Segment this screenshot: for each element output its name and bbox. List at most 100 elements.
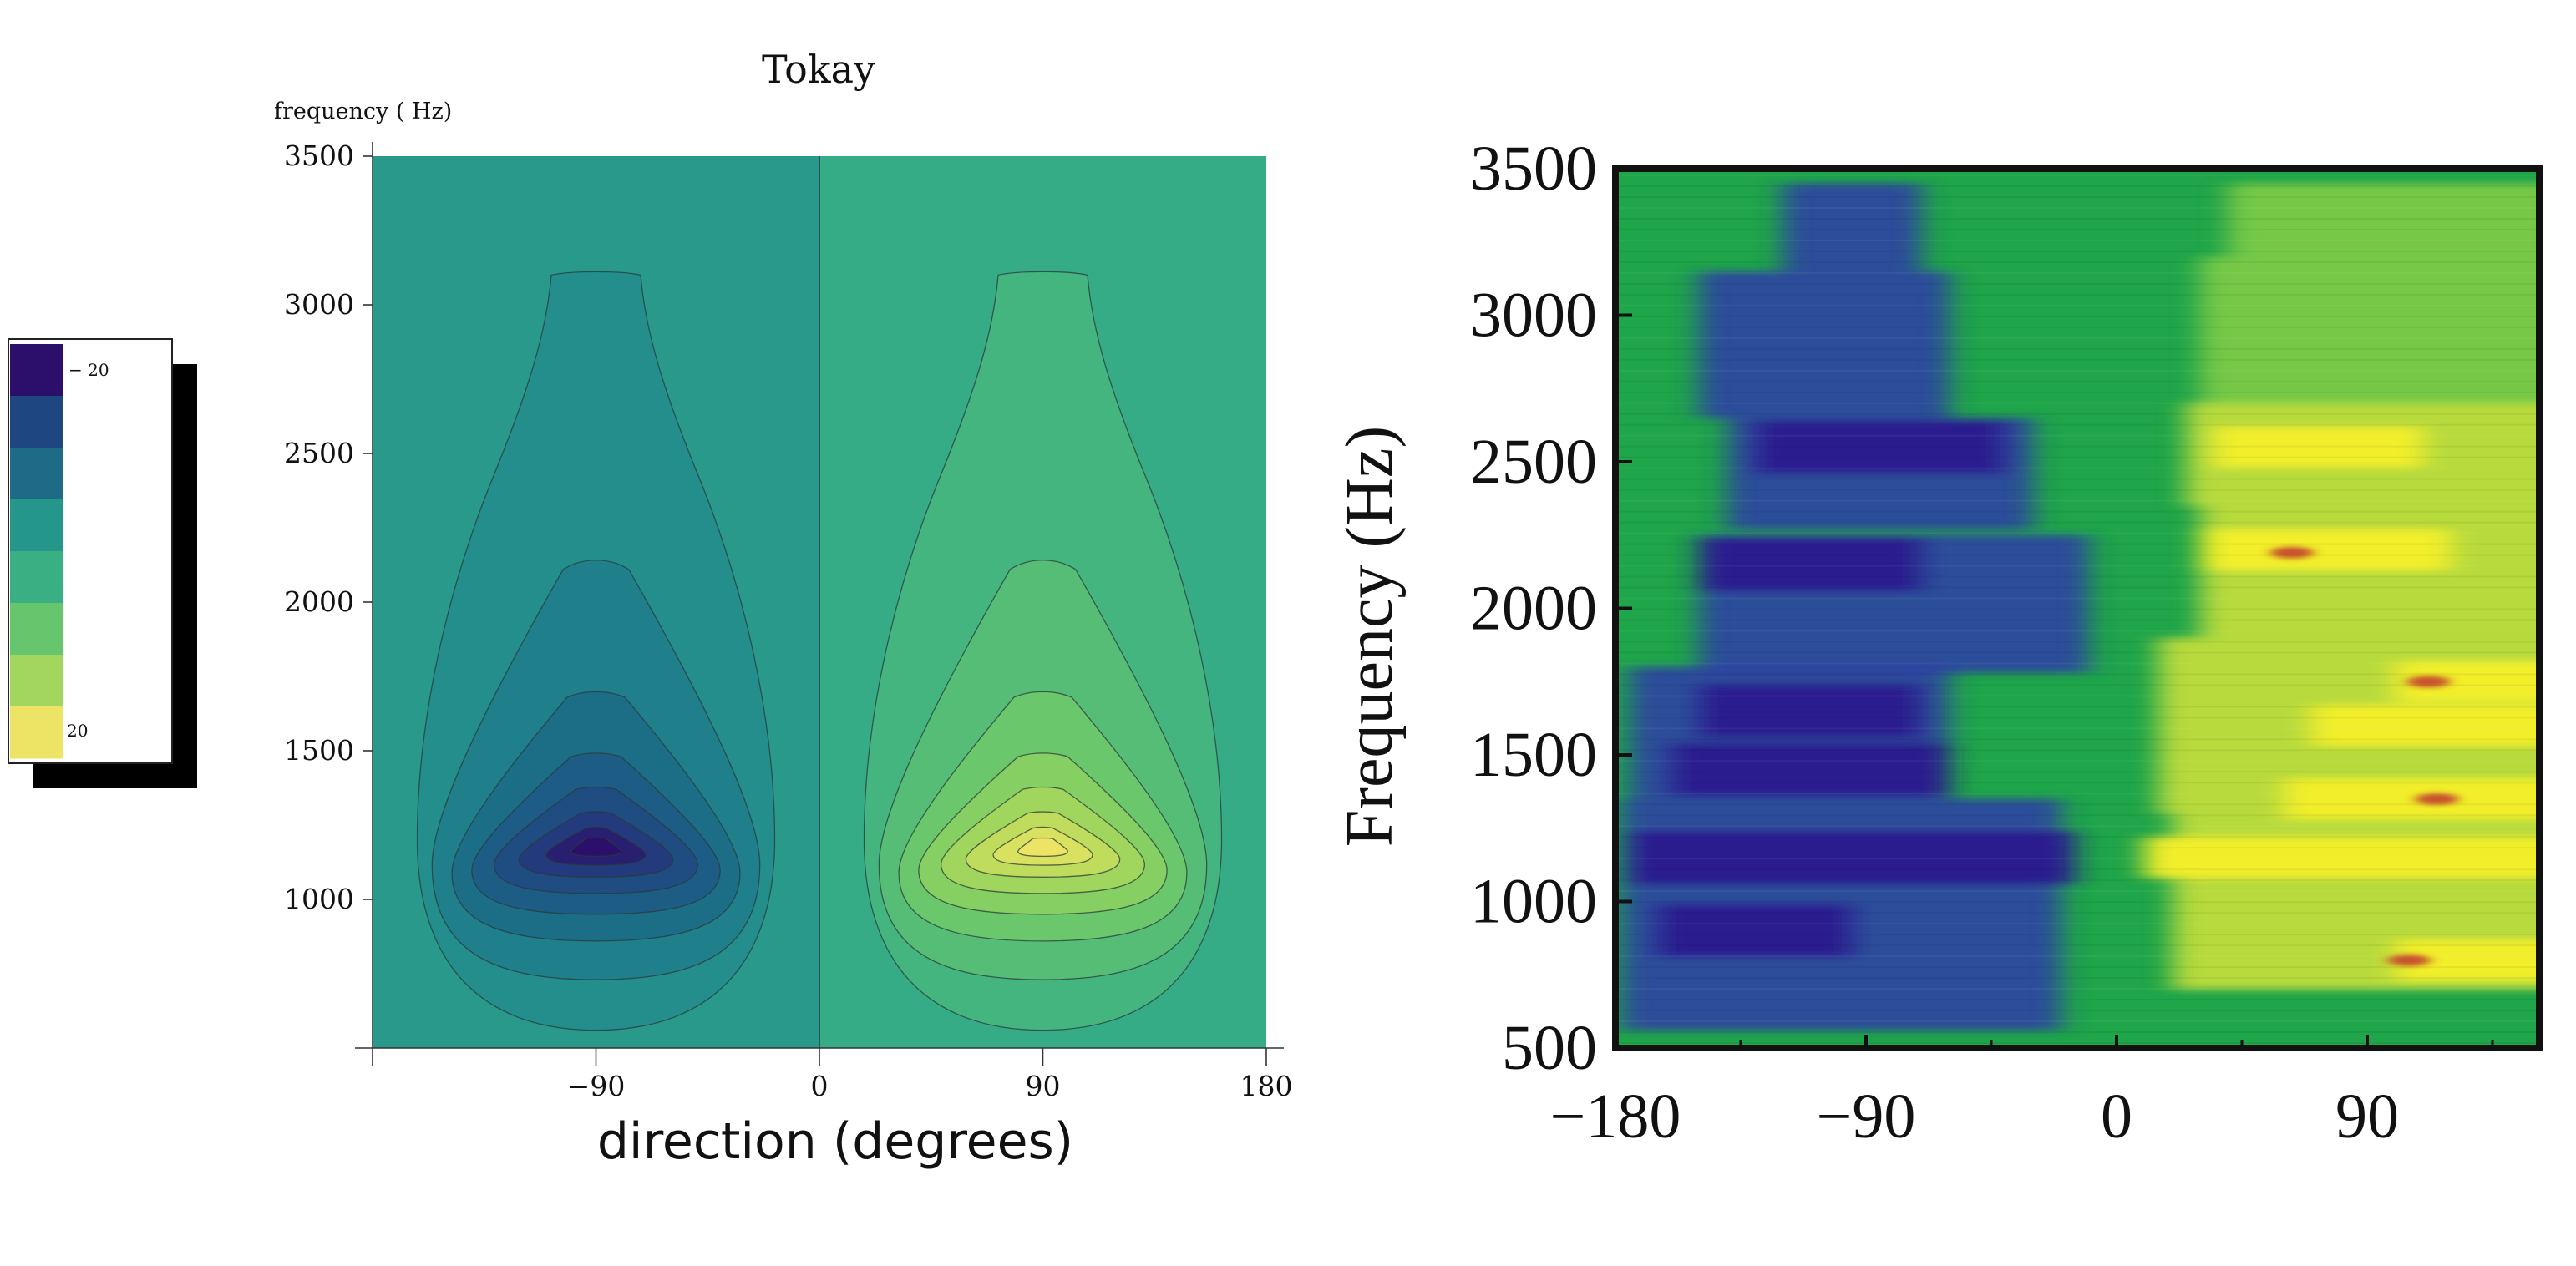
- heatmap-y-axis-label: Frequency (Hz): [1333, 426, 1407, 847]
- heatmap-texture: [1615, 358, 2539, 361]
- heatmap-axes: 500 1000 1500 2000 2500 3000 3500 −180 −90 0 90: [1470, 134, 2494, 1152]
- heatmap-texture: [1615, 575, 2539, 578]
- heatmap-negative-band: [1699, 271, 1950, 418]
- contour-y-tick-label: 3500: [284, 139, 354, 172]
- heatmap-red-peak: [2270, 546, 2314, 559]
- heatmap-texture: [1615, 217, 2539, 220]
- heatmap-texture: [1615, 999, 2539, 1001]
- contour-y-tick-label: 3000: [284, 288, 354, 321]
- heatmap-texture: [1615, 467, 2539, 469]
- heatmap-y-tick-label: 500: [1502, 1013, 1597, 1083]
- contour-axes: 1000 1500 2000 2500 3000 3500 −90 0 90 180: [284, 139, 1292, 1102]
- heatmap-texture: [1615, 890, 2539, 893]
- heatmap-texture: [1615, 836, 2539, 838]
- heatmap-texture: [1615, 239, 2539, 241]
- heatmap-texture: [1615, 391, 2539, 393]
- heatmap-texture: [1615, 185, 2539, 188]
- heatmap-texture: [1615, 955, 2539, 958]
- heatmap-negative-peak: [1754, 420, 2006, 474]
- colorbar-swatch: [10, 448, 63, 500]
- colorbar-label-max: 20: [67, 721, 88, 741]
- contour-level-positive: [1017, 837, 1068, 858]
- heatmap-texture: [1615, 630, 2539, 632]
- contour-y-axis-label: frequency ( Hz): [274, 99, 452, 124]
- heatmap-negative-peak: [1657, 904, 1853, 958]
- heatmap-texture: [1615, 619, 2539, 621]
- heatmap-texture: [1615, 847, 2539, 849]
- heatmap-y-tick-label: 1000: [1470, 867, 1597, 937]
- heatmap-texture: [1615, 293, 2539, 296]
- heatmap-texture: [1615, 673, 2539, 676]
- heatmap-texture: [1615, 977, 2539, 980]
- heatmap-texture: [1615, 858, 2539, 860]
- heatmap-y-tick-label: 1500: [1470, 720, 1597, 790]
- heatmap-texture: [1615, 727, 2539, 730]
- heatmap-texture: [1615, 662, 2539, 665]
- colorbar-swatch: [10, 499, 63, 552]
- heatmap-texture: [1615, 879, 2539, 882]
- heatmap-texture: [1615, 966, 2539, 969]
- heatmap-texture: [1615, 478, 2539, 480]
- heatmap-texture: [1615, 445, 2539, 448]
- heatmap-positive-band: [2200, 256, 2539, 403]
- heatmap-texture: [1615, 651, 2539, 654]
- heatmap-texture: [1615, 369, 2539, 372]
- contour-y-tick-label: 1500: [284, 734, 354, 767]
- heatmap-texture: [1615, 597, 2539, 600]
- heatmap-y-tick-label: 2000: [1470, 574, 1597, 644]
- heatmap-positive-band: [2200, 505, 2539, 638]
- heatmap-x-tick-label: 0: [2101, 1081, 2132, 1152]
- heatmap-positive-peak: [2200, 529, 2451, 570]
- heatmap-texture: [1615, 944, 2539, 947]
- heatmap-red-peak: [2387, 954, 2431, 966]
- contour-chart-title: Tokay: [762, 47, 875, 92]
- heatmap-texture: [1615, 912, 2539, 914]
- heatmap-texture: [1615, 793, 2539, 795]
- heatmap-texture: [1615, 684, 2539, 686]
- heatmap-y-tick-label: 3000: [1470, 281, 1597, 351]
- heatmap-positive-peak: [2213, 426, 2423, 468]
- heatmap-texture: [1615, 1041, 2539, 1044]
- heatmap-texture: [1615, 510, 2539, 513]
- heatmap-texture: [1615, 434, 2539, 437]
- heatmap-positive-peak: [2144, 837, 2539, 879]
- heatmap-texture: [1615, 175, 2539, 177]
- heatmap-texture: [1615, 543, 2539, 545]
- contour-x-tick-label: 180: [1240, 1070, 1293, 1102]
- heatmap-texture: [1615, 423, 2539, 426]
- heatmap-texture: [1615, 901, 2539, 904]
- heatmap-negative-peak: [1699, 684, 1922, 737]
- colorbar-swatch: [10, 344, 63, 397]
- contour-y-tick-label: 2500: [284, 437, 354, 469]
- heatmap-texture: [1615, 532, 2539, 534]
- heatmap-texture: [1615, 868, 2539, 871]
- heatmap-negative-band: [1782, 183, 1922, 271]
- heatmap-texture: [1615, 565, 2539, 567]
- heatmap-texture: [1615, 771, 2539, 773]
- heatmap-texture: [1615, 717, 2539, 719]
- heatmap-field: [1620, 183, 2539, 1031]
- colorbar-swatch: [10, 396, 63, 448]
- heatmap-texture: [1615, 782, 2539, 784]
- heatmap-chart: 500 1000 1500 2000 2500 3000 3500 −180 −90 0 90 Fr…: [1333, 134, 2543, 1152]
- heatmap-texture: [1615, 695, 2539, 697]
- colorbar-swatch: [10, 551, 63, 604]
- contour-x-tick-label: 0: [811, 1070, 829, 1102]
- heatmap-texture: [1615, 803, 2539, 806]
- heatmap-texture: [1615, 499, 2539, 502]
- heatmap-positive-band: [2228, 183, 2539, 257]
- contour-y-tick-label: 2000: [284, 585, 354, 618]
- heatmap-texture: [1615, 315, 2539, 317]
- heatmap-negative-peak: [1699, 538, 1922, 591]
- heatmap-texture: [1615, 228, 2539, 230]
- contour-x-axis-label: direction (degrees): [597, 1112, 1073, 1171]
- colorbar-label-min: − 20: [68, 360, 109, 380]
- heatmap-texture: [1615, 380, 2539, 382]
- heatmap-texture: [1615, 271, 2539, 274]
- colorbar-swatch: [10, 603, 63, 656]
- heatmap-red-peak: [2415, 793, 2459, 805]
- heatmap-texture: [1615, 554, 2539, 556]
- heatmap-x-tick-label: −90: [1817, 1081, 1916, 1152]
- heatmap-texture: [1615, 413, 2539, 415]
